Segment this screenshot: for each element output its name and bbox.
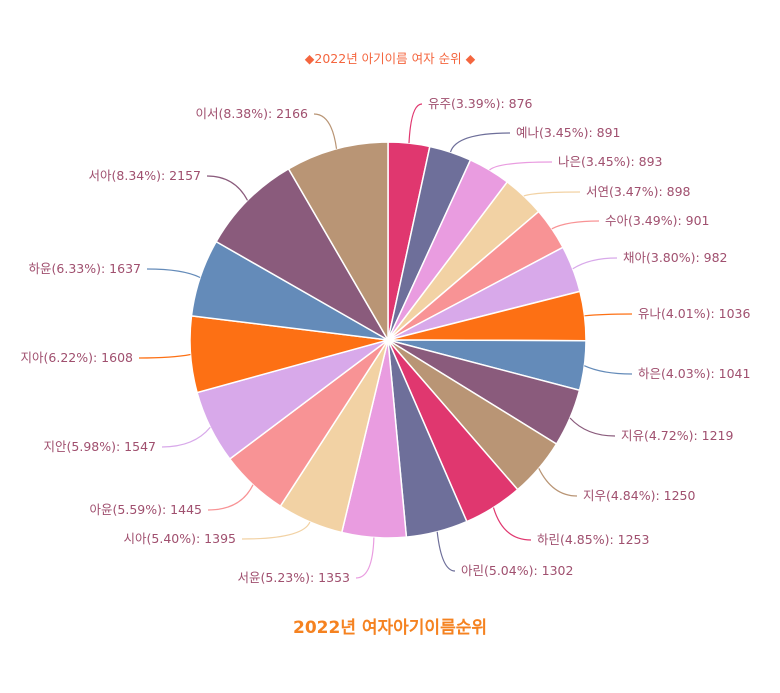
slice-label: 지우(4.84%): 1250 [583, 488, 696, 503]
leader-line [523, 191, 581, 197]
chart-title-bottom: 2022년 여자아기이름순위 [293, 618, 487, 638]
leader-line [569, 417, 616, 437]
slice-label: 하린(4.85%): 1253 [537, 532, 649, 547]
leader-line [449, 132, 511, 153]
leader-line [146, 268, 201, 279]
leader-line [551, 220, 600, 230]
leader-line [161, 426, 211, 448]
slice-labels: 유주(3.39%): 876 예나(3.45%): 891 나은(3.45%): 8… [21, 96, 751, 585]
label-leader-lines [138, 103, 633, 579]
leader-line [207, 484, 254, 511]
slice-label: 아린(5.04%): 1302 [461, 563, 573, 578]
slice-label: 채아(3.80%): 982 [623, 250, 728, 265]
leader-line [492, 507, 532, 541]
leader-line [572, 257, 618, 270]
slice-label: 시아(5.40%): 1395 [124, 531, 236, 546]
slice-label: 나은(3.45%): 893 [558, 154, 663, 169]
leader-line [206, 175, 249, 201]
slice-label: 지유(4.72%): 1219 [621, 428, 734, 443]
leader-line [408, 103, 423, 144]
leader-line [313, 113, 338, 149]
leader-line [584, 365, 633, 375]
slice-label: 유나(4.01%): 1036 [638, 306, 751, 321]
leader-line [436, 531, 456, 572]
slice-label: 지안(5.98%): 1547 [44, 439, 156, 454]
slice-label: 서연(3.47%): 898 [586, 184, 691, 199]
chart-title-top: ◆2022년 아기이름 여자 순위 ◆ [304, 51, 476, 66]
slice-label: 유주(3.39%): 876 [428, 96, 533, 111]
leader-line [138, 353, 191, 359]
pie-slice-19[interactable] [215, 167, 391, 343]
slice-label: 하은(4.03%): 1041 [638, 366, 750, 381]
leader-line [355, 537, 375, 579]
pie-slices [189, 141, 587, 539]
slice-label: 서아(8.34%): 2157 [89, 168, 201, 183]
leader-line [584, 313, 633, 317]
slice-label: 예나(3.45%): 891 [516, 125, 621, 140]
pie-slice-20[interactable] [287, 141, 389, 343]
leader-line [241, 521, 311, 540]
slice-label: 이서(8.38%): 2166 [196, 106, 309, 121]
slice-label: 아윤(5.59%): 1445 [90, 502, 202, 517]
slice-label: 하윤(6.33%): 1637 [29, 261, 141, 276]
slice-label: 지아(6.22%): 1608 [21, 350, 134, 365]
leader-line [489, 161, 553, 171]
slice-label: 수아(3.49%): 901 [605, 213, 710, 228]
slice-label: 서윤(5.23%): 1353 [238, 570, 350, 585]
leader-line [538, 468, 578, 497]
